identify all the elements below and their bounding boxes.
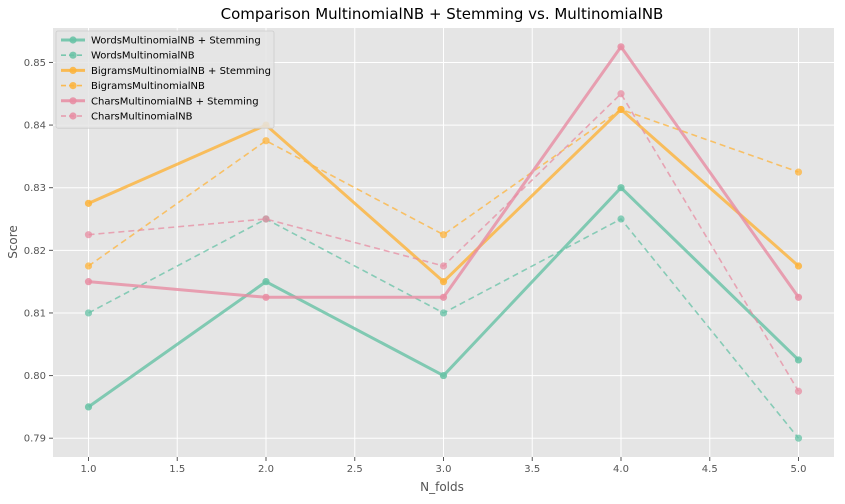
legend-entry: CharsMultinomialNB [61,112,193,123]
legend: WordsMultinomialNB + Stemming WordsMultin… [55,30,275,129]
data-point [84,262,93,270]
x-tick-label: 1.0 [81,464,97,475]
data-point [794,168,803,176]
x-tick-label: 4.0 [613,464,629,475]
y-tick-label: 0.80 [24,371,46,382]
x-tick-label: 2.5 [347,464,363,475]
legend-label: BigramsMultinomialNB + Stemming [91,66,271,77]
data-point [617,184,625,192]
legend-marker-swatch [69,66,77,74]
legend-entry: CharsMultinomialNB + Stemming [61,96,259,107]
data-point [439,371,448,380]
series-group [84,90,803,395]
y-tick-label: 0.82 [24,246,46,257]
data-point [439,278,448,286]
data-point [439,231,448,239]
data-point [794,262,803,270]
x-axis-label: N_folds [420,480,464,494]
legend-marker-swatch [69,36,77,44]
series-line [88,108,799,267]
legend-label: CharsMultinomialNB [91,112,193,123]
x-tick-label: 1.5 [169,464,185,475]
y-tick-label: 0.81 [24,308,46,319]
legend-entry: WordsMultinomialNB + Stemming [61,36,261,47]
y-tick-label: 0.83 [24,183,46,194]
series-group [84,43,803,301]
data-point [617,105,625,114]
data-point [84,403,93,411]
x-tick-label: 3.5 [524,464,540,475]
data-point [794,387,803,395]
x-tick-label: 4.5 [702,464,718,475]
y-axis-label: Score [6,225,20,259]
legend-label: CharsMultinomialNB + Stemming [91,96,259,107]
x-tick-label: 3.0 [436,464,452,475]
data-point [617,90,625,98]
legend-entry: WordsMultinomialNB [61,51,195,62]
y-tick-label: 0.85 [24,58,46,69]
legend-label: WordsMultinomialNB + Stemming [91,36,261,47]
series-group [84,184,803,411]
data-point [617,43,625,51]
chart-title: Comparison MultinomialNB + Stemming vs. … [221,5,664,23]
data-point [439,293,448,301]
legend-marker-swatch [69,97,77,105]
data-point [617,215,625,223]
data-point [262,293,270,301]
x-tick-label: 5.0 [791,464,807,475]
series-group [84,105,803,270]
data-point [794,356,803,364]
legend-entry: BigramsMultinomialNB + Stemming [61,66,271,77]
data-point [84,199,93,207]
y-tick-label: 0.79 [24,434,46,445]
legend-entry: BigramsMultinomialNB [61,81,205,92]
legend-marker-swatch [69,82,77,90]
data-point [794,293,803,301]
legend-box [55,30,275,129]
data-point [794,434,803,442]
series-lines [84,43,803,442]
data-point [84,231,93,239]
axis-ticks: 1.0 1.5 2.0 2.5 3.0 3.5 4.0 4.5 5.0 0.79 0.80 0.81 0… [24,58,807,475]
data-point [262,215,270,223]
legend-marker-swatch [69,112,77,120]
y-tick-label: 0.84 [24,121,46,132]
data-point [439,309,448,317]
x-tick-label: 2.0 [258,464,274,475]
data-point [84,309,93,317]
data-point [84,278,93,286]
data-point [439,262,448,270]
data-point [262,278,270,286]
legend-label: WordsMultinomialNB [91,51,195,62]
legend-label: BigramsMultinomialNB [91,81,205,92]
legend-marker-swatch [69,51,77,59]
data-point [262,137,270,145]
